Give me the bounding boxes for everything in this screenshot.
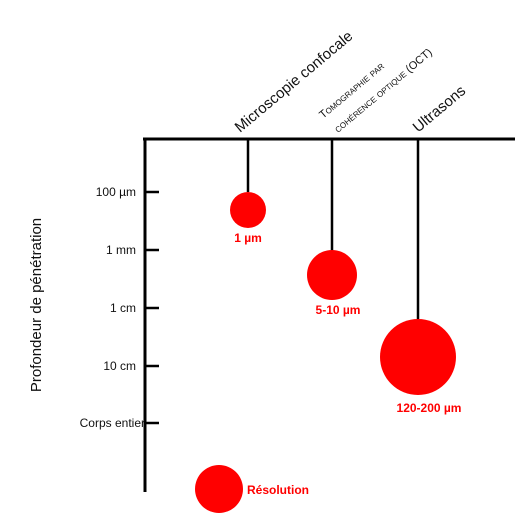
resolution-circle-confocal bbox=[230, 192, 266, 228]
tick-label-whole-body: Corps entier bbox=[80, 416, 145, 430]
legend-label: Résolution bbox=[247, 483, 309, 497]
legend-circle bbox=[195, 465, 243, 513]
tick-label-1cm: 1 cm bbox=[110, 301, 136, 315]
resolution-label-ultrasound: 120-200 µm bbox=[397, 401, 462, 415]
tick-label-10cm: 10 cm bbox=[103, 359, 136, 373]
resolution-label-oct: 5-10 µm bbox=[316, 303, 361, 317]
technique-label-ultrasound: Ultrasons bbox=[410, 82, 469, 136]
y-axis-label: Profondeur de pénétration bbox=[28, 218, 45, 392]
technique-label-confocal: Microscopie confocale bbox=[232, 28, 357, 136]
resolution-circle-ultrasound bbox=[380, 319, 456, 395]
tick-label-100um: 100 µm bbox=[96, 185, 136, 199]
tick-label-1mm: 1 mm bbox=[106, 243, 136, 257]
resolution-label-confocal: 1 µm bbox=[234, 231, 262, 245]
resolution-circle-oct bbox=[307, 250, 357, 300]
